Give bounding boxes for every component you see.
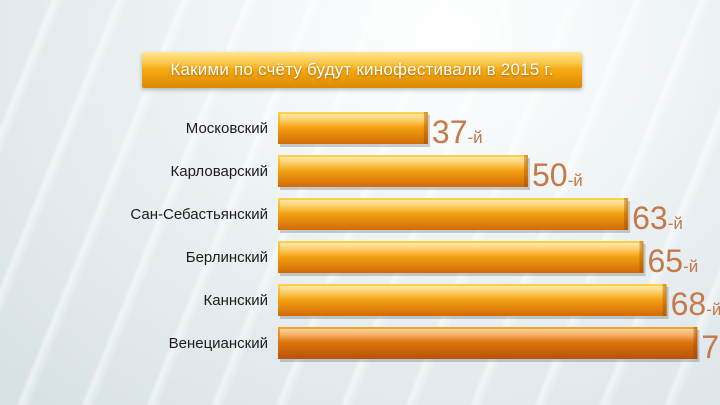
bar-end-cap	[524, 155, 528, 187]
bar-end-cap	[423, 112, 428, 144]
value-label: 63-й	[632, 200, 683, 236]
category-label: Берлинский	[186, 249, 268, 266]
value-number: 63	[632, 200, 668, 236]
category-label: Московский	[186, 120, 268, 137]
bar-shine	[280, 157, 526, 171]
bar-end-cap	[693, 327, 698, 359]
category-label: Венецианский	[169, 335, 268, 352]
banner-shine	[142, 52, 582, 69]
value-suffix: -й	[706, 300, 720, 319]
chart-title: Какими по счёту будут кинофестивали в 20…	[170, 60, 554, 79]
value-number: 50	[532, 157, 568, 193]
value-number: 37	[432, 114, 468, 150]
bar-end-cap	[639, 241, 644, 273]
bar-end-cap	[624, 198, 629, 230]
value-label: 72-й	[701, 329, 720, 365]
bar-end-cap	[662, 284, 667, 316]
value-label: 50-й	[532, 157, 583, 193]
bar-shine	[280, 200, 627, 214]
bar-shine	[280, 286, 665, 300]
category-label: Сан-Себастьянский	[130, 206, 268, 223]
category-label: Каннский	[204, 292, 268, 309]
value-label: 65-й	[648, 243, 699, 279]
category-label: Карловарский	[171, 163, 268, 180]
value-number: 65	[648, 243, 684, 279]
value-number: 68	[671, 286, 707, 322]
value-label: 37-й	[432, 114, 483, 150]
value-label: 68-й	[671, 286, 720, 322]
bar-shine	[280, 243, 642, 257]
bar-shine	[280, 114, 426, 128]
title-banner: Какими по счёту будут кинофестивали в 20…	[142, 52, 582, 88]
value-suffix: -й	[683, 257, 698, 276]
value-suffix: -й	[668, 214, 683, 233]
value-number: 72	[701, 329, 720, 365]
value-suffix: -й	[467, 128, 482, 147]
value-suffix: -й	[568, 171, 583, 190]
bar-shine	[280, 329, 696, 343]
